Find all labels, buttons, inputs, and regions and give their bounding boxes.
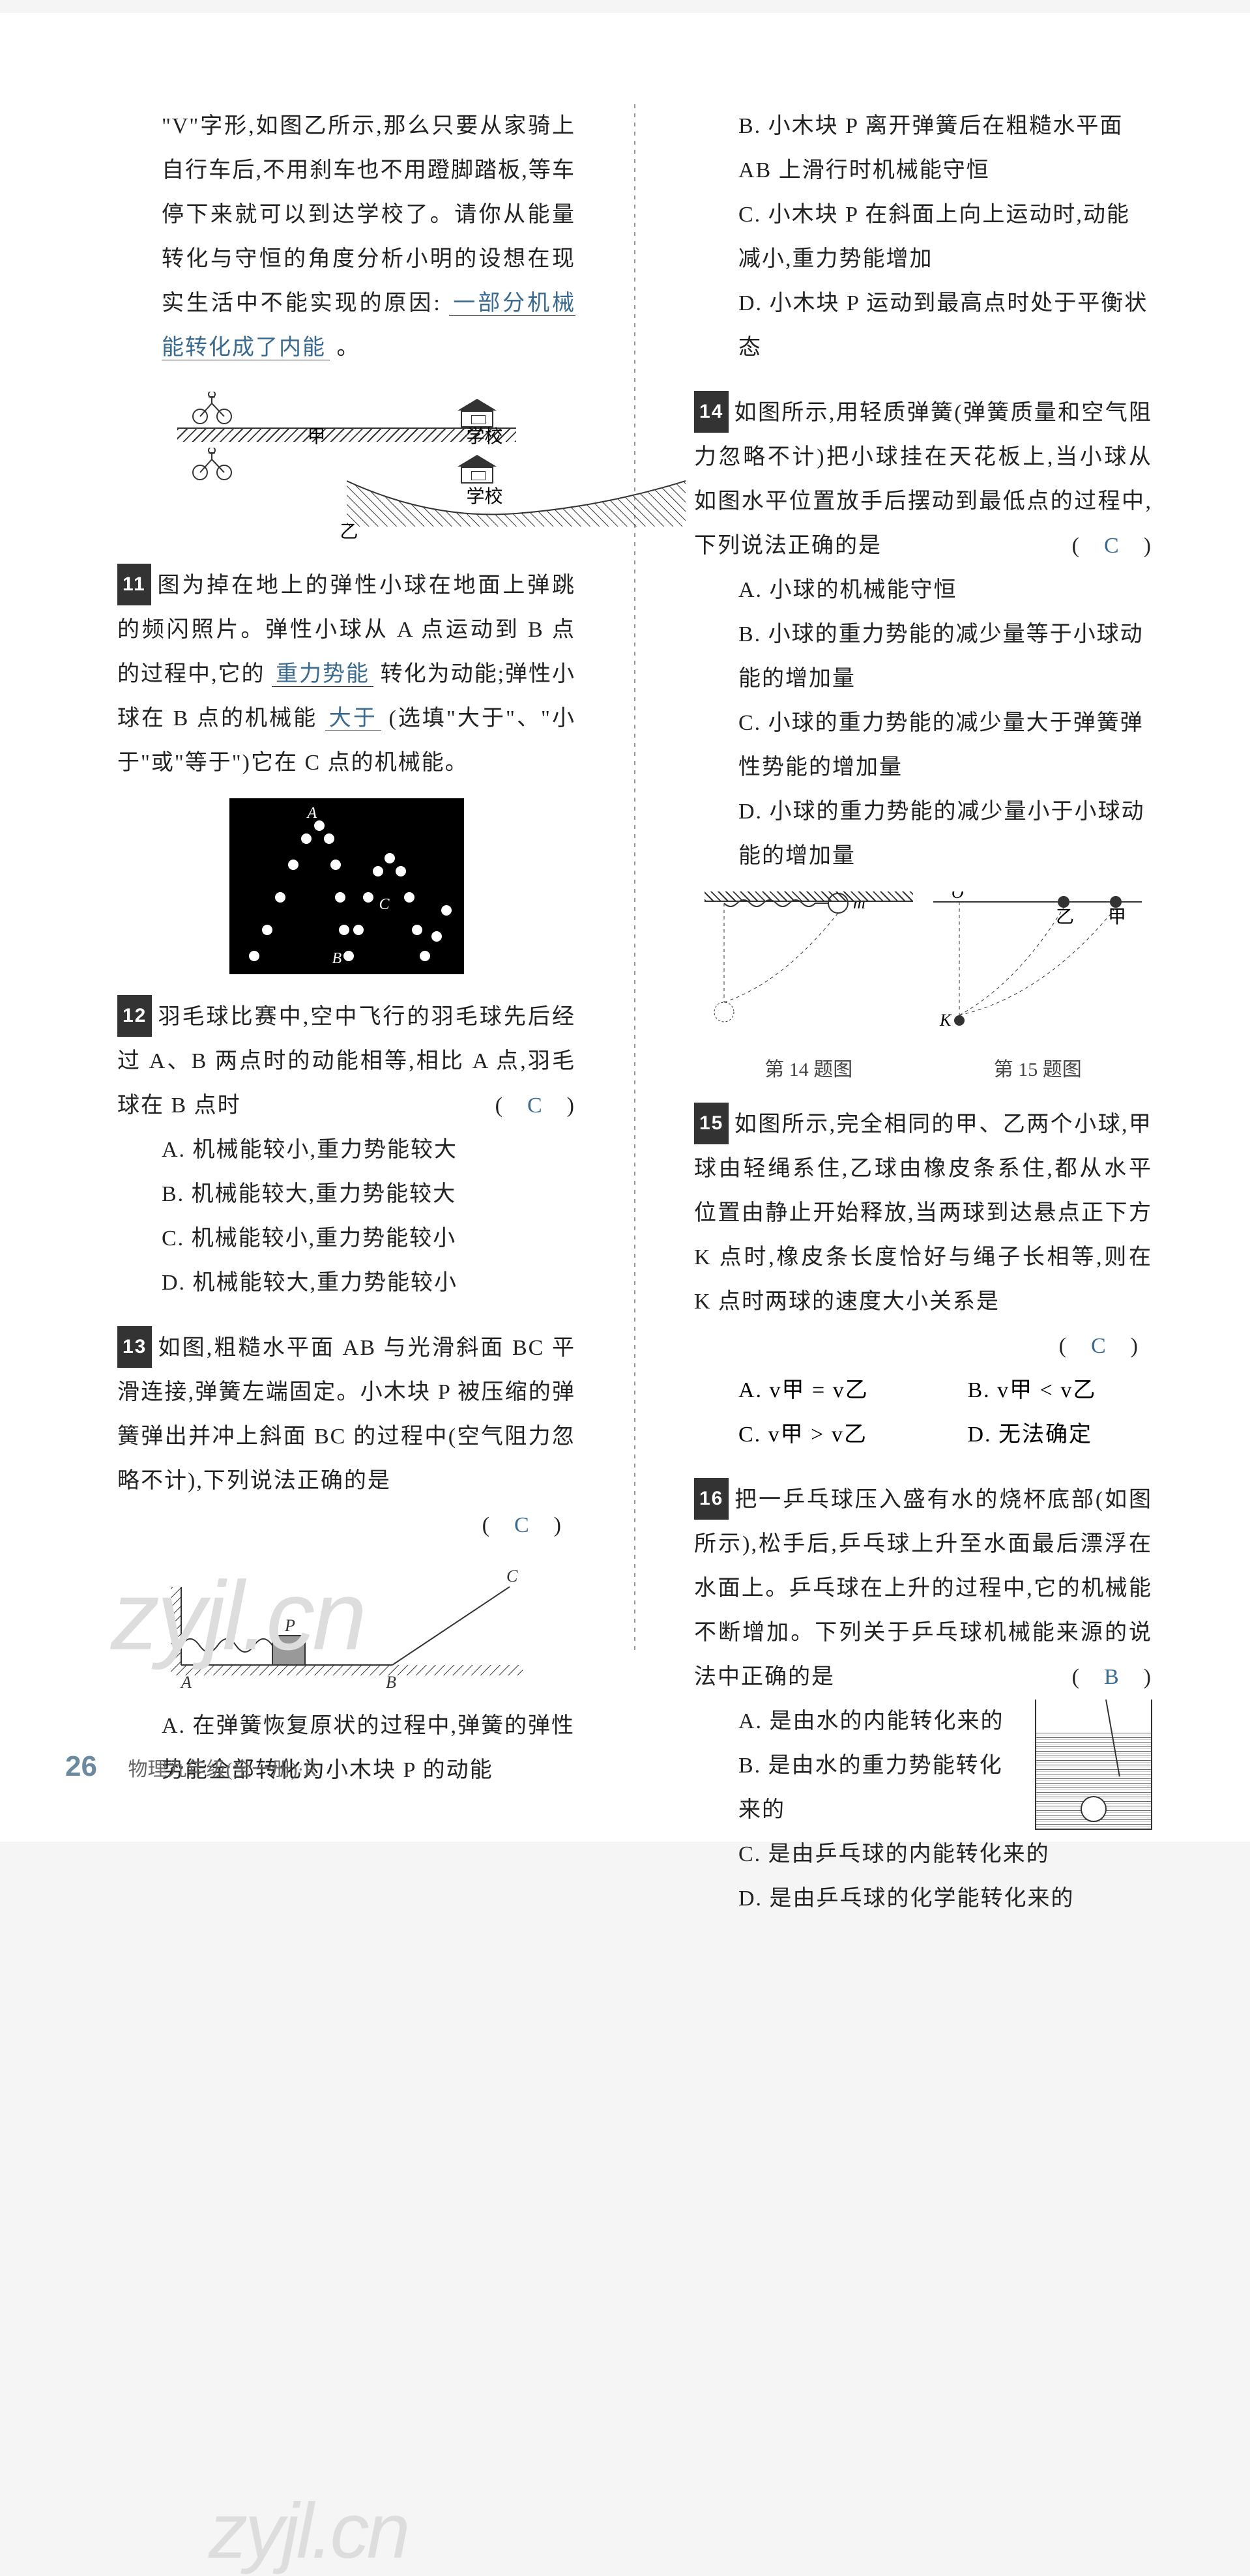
q11-label-c: C	[379, 896, 390, 914]
q15-figure: O 乙 甲 K	[933, 891, 1142, 1048]
footer-text: 物理九年级(全一册)·R	[128, 1759, 317, 1780]
q12-opt-a: A. 机械能较小,重力势能较大	[117, 1128, 575, 1172]
q16-answer: B	[1104, 1665, 1120, 1689]
q15-jia: 甲	[1108, 907, 1126, 927]
q13-text: 13如图,粗糙水平面 AB 与光滑斜面 BC 平滑连接,弹簧左端固定。小木块 P…	[117, 1326, 575, 1503]
page-number: 26	[65, 1750, 97, 1782]
q10-label-school-2: 学校	[466, 482, 502, 508]
q15-block: 15如图所示,完全相同的甲、乙两个小球,甲球由轻绳系住,乙球由橡皮条系住,都从水…	[694, 1103, 1152, 1457]
q11-text: 11图为掉在地上的弹性小球在地面上弹跳的频闪照片。弹性小球从 A 点运动到 B …	[117, 564, 575, 785]
q10-text: "V"字形,如图乙所示,那么只要从家骑上自行车后,不用刹车也不用蹬脚踏板,等车停…	[117, 104, 575, 370]
bicycle-icon	[190, 448, 236, 480]
column-divider	[634, 104, 635, 1655]
q14-text: 14如图所示,用轻质弹簧(弹簧质量和空气阻力忽略不计)把小球挂在天花板上,当小球…	[694, 391, 1152, 568]
q15-yi: 乙	[1056, 907, 1074, 927]
q13-t: 如图,粗糙水平面 AB 与光滑斜面 BC 平滑连接,弹簧左端固定。小木块 P 被…	[117, 1336, 575, 1493]
q11-block: 11图为掉在地上的弹性小球在地面上弹跳的频闪照片。弹性小球从 A 点运动到 B …	[117, 564, 575, 974]
q15-opt-d: D. 无法确定	[923, 1413, 1153, 1457]
q10-figure: 甲 学校	[117, 383, 575, 543]
q14-block: 14如图所示,用轻质弹簧(弹簧质量和空气阻力忽略不计)把小球挂在天花板上,当小球…	[694, 391, 1152, 1082]
q13-opt-c: C. 小木块 P 在斜面上向上运动时,动能减小,重力势能增加	[694, 193, 1152, 282]
q13-cont-block: B. 小木块 P 离开弹簧后在粗糙水平面 AB 上滑行时机械能守恒 C. 小木块…	[694, 104, 1152, 370]
bicycle-icon	[190, 392, 236, 424]
q13-label-c: C	[506, 1567, 518, 1585]
q15-answer: C	[1091, 1334, 1107, 1358]
q16-num: 16	[694, 1478, 729, 1520]
q14-q15-figures: m 第 14 题图	[694, 891, 1152, 1082]
q14-figure: m	[705, 891, 913, 1048]
q16-text: 16把一乒乓球压入盛有水的烧杯底部(如图所示),松手后,乒乓球上升至水面最后漂浮…	[694, 1478, 1152, 1700]
q15-opt-a: A. v甲 = v乙	[694, 1368, 923, 1413]
q16-figure	[1035, 1700, 1152, 1830]
q14-opt-a: A. 小球的机械能守恒	[694, 568, 1152, 613]
q11-blank2: 大于	[325, 706, 381, 731]
q15-k: K	[939, 1011, 952, 1030]
q12-opt-d: D. 机械能较大,重力势能较小	[117, 1261, 575, 1305]
q16-opt-d: D. 是由乒乓球的化学能转化来的	[694, 1877, 1152, 1921]
q15-text: 15如图所示,完全相同的甲、乙两个小球,甲球由轻绳系住,乙球由橡皮条系住,都从水…	[694, 1103, 1152, 1324]
q12-num: 12	[117, 995, 152, 1037]
q12-opt-c: C. 机械能较小,重力势能较小	[117, 1217, 575, 1261]
page-footer: 26 物理九年级(全一册)·R	[65, 1750, 317, 1783]
q11-label-b: B	[332, 950, 342, 968]
q14-opt-c: C. 小球的重力势能的减少量大于弹簧弹性势能的增加量	[694, 701, 1152, 790]
q13-opt-b: B. 小木块 P 离开弹簧后在粗糙水平面 AB 上滑行时机械能守恒	[694, 104, 1152, 193]
q16-opt-c: C. 是由乒乓球的内能转化来的	[694, 1832, 1152, 1877]
q15-num: 15	[694, 1103, 729, 1144]
q13-label-p: P	[284, 1616, 295, 1635]
q15-fig-label: 第 15 题图	[933, 1053, 1142, 1082]
page: "V"字形,如图乙所示,那么只要从家骑上自行车后,不用刹车也不用蹬脚踏板,等车停…	[0, 13, 1250, 1842]
q10-label-jia: 甲	[308, 422, 326, 448]
q13-opt-d: D. 小木块 P 运动到最高点时处于平衡状态	[694, 282, 1152, 370]
q10-label-school-1: 学校	[466, 422, 502, 448]
watermark-1: zyjl.cn	[209, 2486, 407, 2576]
q13-figure: P A B C	[117, 1561, 575, 1691]
left-column: "V"字形,如图乙所示,那么只要从家骑上自行车后,不用刹车也不用蹬脚踏板,等车停…	[117, 104, 575, 1655]
q12-opt-b: B. 机械能较大,重力势能较大	[117, 1172, 575, 1217]
right-column: B. 小木块 P 离开弹簧后在粗糙水平面 AB 上滑行时机械能守恒 C. 小木块…	[694, 104, 1152, 1655]
q15-opt-b: B. v甲 < v乙	[923, 1368, 1153, 1413]
q11-num: 11	[117, 564, 151, 605]
q13-label-a: A	[180, 1673, 192, 1691]
q11-label-a: A	[308, 805, 317, 822]
q10-label-yi: 乙	[340, 517, 358, 543]
q10-block: "V"字形,如图乙所示,那么只要从家骑上自行车后,不用刹车也不用蹬脚踏板,等车停…	[117, 104, 575, 543]
v-road-icon	[347, 468, 686, 527]
q13-block: 13如图,粗糙水平面 AB 与光滑斜面 BC 平滑连接,弹簧左端固定。小木块 P…	[117, 1326, 575, 1793]
q14-opt-b: B. 小球的重力势能的减少量等于小球动能的增加量	[694, 613, 1152, 701]
q13-answer: C	[514, 1513, 531, 1537]
q15-t: 如图所示,完全相同的甲、乙两个小球,甲球由轻绳系住,乙球由橡皮条系住,都从水平位…	[694, 1112, 1152, 1314]
q15-opt-c: C. v甲 > v乙	[694, 1413, 923, 1457]
spring-incline-icon: P A B C	[171, 1561, 523, 1691]
q12-block: 12羽毛球比赛中,空中飞行的羽毛球先后经过 A、B 两点时的动能相等,相比 A …	[117, 995, 575, 1305]
q13-label-b: B	[386, 1673, 396, 1691]
q14-fig-label: 第 14 题图	[705, 1053, 913, 1082]
q12-answer: C	[527, 1093, 544, 1118]
q12-text: 12羽毛球比赛中,空中飞行的羽毛球先后经过 A、B 两点时的动能相等,相比 A …	[117, 995, 575, 1128]
two-column-layout: "V"字形,如图乙所示,那么只要从家骑上自行车后,不用刹车也不用蹬脚踏板,等车停…	[117, 104, 1152, 1655]
q14-answer: C	[1104, 534, 1120, 558]
q10-text-1: "V"字形,如图乙所示,那么只要从家骑上自行车后,不用刹车也不用蹬脚踏板,等车停…	[162, 114, 575, 315]
q15-o: O	[952, 891, 964, 902]
q16-block: 16把一乒乓球压入盛有水的烧杯底部(如图所示),松手后,乒乓球上升至水面最后漂浮…	[694, 1478, 1152, 1921]
q11-blank1: 重力势能	[272, 662, 373, 687]
q14-num: 14	[694, 391, 729, 433]
q11-figure: A C B	[117, 798, 575, 974]
q13-num: 13	[117, 1326, 152, 1368]
q10-text-2: 。	[337, 336, 360, 360]
q14-opt-d: D. 小球的重力势能的减少量小于小球动能的增加量	[694, 790, 1152, 878]
